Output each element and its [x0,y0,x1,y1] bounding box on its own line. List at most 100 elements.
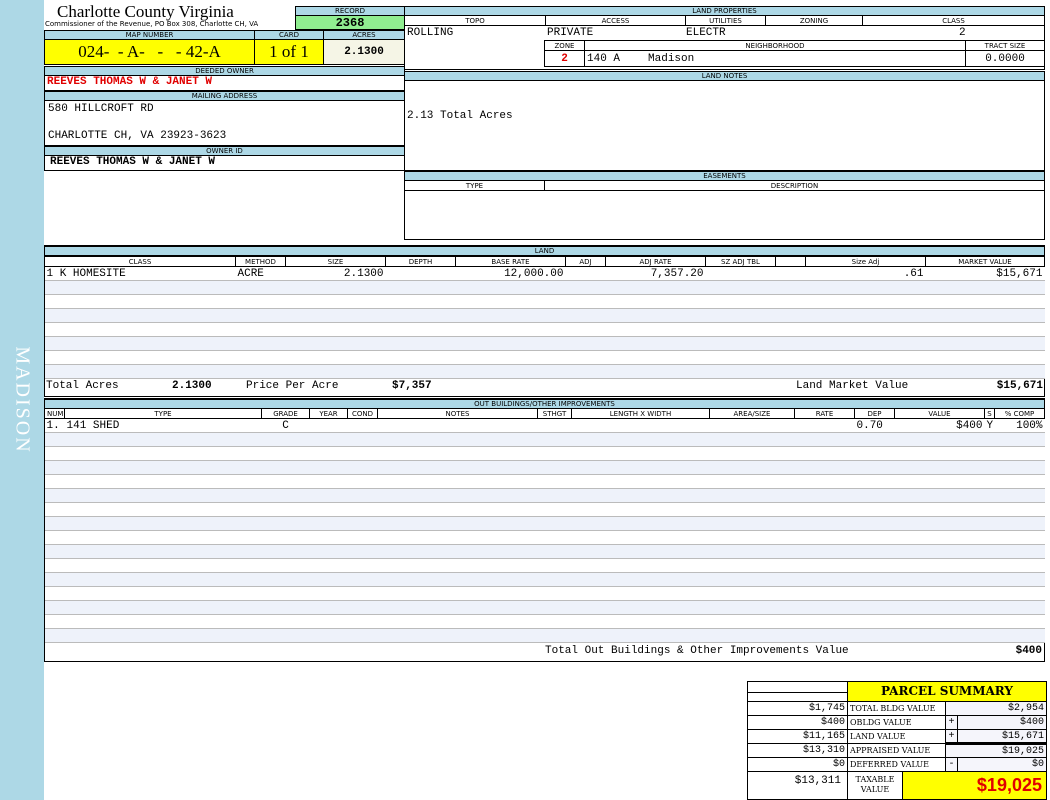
column-header: ADJ [565,256,606,267]
table-cell [571,488,710,503]
table-cell: Y [984,418,995,433]
table-cell [805,294,926,309]
table-cell [854,614,895,629]
table-cell [925,336,1045,351]
zone-label: ZONE [544,40,585,51]
table-row [44,350,1045,365]
table-cell [261,628,310,643]
deeded-owner: REEVES THOMAS W & JANET W [44,75,405,91]
table-cell: 1. [44,418,65,433]
table-cell [794,558,855,573]
table-cell [44,446,65,461]
table-cell [571,530,710,545]
table-cell [44,502,65,517]
table-cell [794,418,855,433]
table-cell [455,350,566,365]
table-cell [347,600,378,615]
summary-value: $2,954 [945,701,1047,716]
table-cell [794,488,855,503]
table-cell [705,336,776,351]
table-cell [794,432,855,447]
table-cell: $400 [894,418,985,433]
table-cell [235,322,286,337]
table-cell [235,294,286,309]
table-cell [894,460,985,475]
table-cell [794,572,855,587]
easements-body [404,190,1045,240]
table-cell [794,460,855,475]
table-cell [261,600,310,615]
table-cell [261,474,310,489]
column-header: TYPE [64,408,262,419]
table-cell [894,446,985,461]
table-cell [571,544,710,559]
table-cell [235,308,286,323]
prior-value: $11,165 [747,729,848,744]
card-value: 1 of 1 [254,39,324,65]
column-header: SIZE [285,256,386,267]
table-cell [309,558,348,573]
table-cell [347,530,378,545]
easement-description-label: DESCRIPTION [544,180,1045,191]
table-cell [44,530,65,545]
table-cell: 12,000.00 [455,266,566,281]
table-cell [984,614,995,629]
table-cell [565,364,606,379]
table-cell [709,586,795,601]
table-cell [385,350,456,365]
table-cell [854,488,895,503]
neighborhood-code: 140 A [587,52,621,65]
table-cell [854,474,895,489]
table-cell [44,308,236,323]
column-header: MARKET VALUE [925,256,1045,267]
table-cell [44,516,65,531]
table-cell [854,446,895,461]
table-cell [347,614,378,629]
table-cell [705,350,776,365]
column-header: AREA/SIZE [709,408,795,419]
column-header: BASE RATE [455,256,566,267]
table-cell [347,544,378,559]
table-cell [377,488,538,503]
neighborhood-label: NEIGHBORHOOD [584,40,966,51]
table-cell [537,628,572,643]
access-value: PRIVATE [547,27,594,39]
table-cell [994,432,1045,447]
table-row [44,364,1045,379]
easement-type-label: TYPE [404,180,545,191]
table-cell [605,336,706,351]
table-cell [984,530,995,545]
table-cell [705,308,776,323]
table-cell [309,614,348,629]
table-cell [64,558,262,573]
mailing-address: 580 HILLCROFT RD CHARLOTTE CH, VA 23923-… [44,100,405,146]
land-label: LAND [44,246,1045,256]
tract-size-label: TRACT SIZE [965,40,1045,51]
table-cell [571,432,710,447]
table-cell [455,294,566,309]
table-cell [925,294,1045,309]
table-cell [377,502,538,517]
table-cell [235,364,286,379]
price-per-acre-label: Price Per Acre [246,380,339,392]
column-header: SZ ADJ TBL [705,256,776,267]
land-table: CLASS METHOD SIZE DEPTH BASE RATE ADJ ADJ RATE… [44,256,1045,379]
table-cell [775,350,806,365]
table-cell [285,336,386,351]
table-cell [64,572,262,587]
table-cell [854,572,895,587]
table-cell [984,586,995,601]
table-cell [794,502,855,517]
table-cell [571,600,710,615]
column-header: RATE [794,408,855,419]
table-cell [709,600,795,615]
utilities-value: ELECTR [686,27,726,39]
table-cell [261,516,310,531]
table-cell [709,530,795,545]
table-row [44,516,1045,531]
table-cell [309,530,348,545]
table-cell [261,614,310,629]
summary-row: $11,165 LAND VALUE + $15,671 [747,729,1047,744]
column-headers: NUM TYPE GRADE YEAR COND NOTES STHGT LENGTH X W… [44,408,1045,419]
table-cell [377,432,538,447]
